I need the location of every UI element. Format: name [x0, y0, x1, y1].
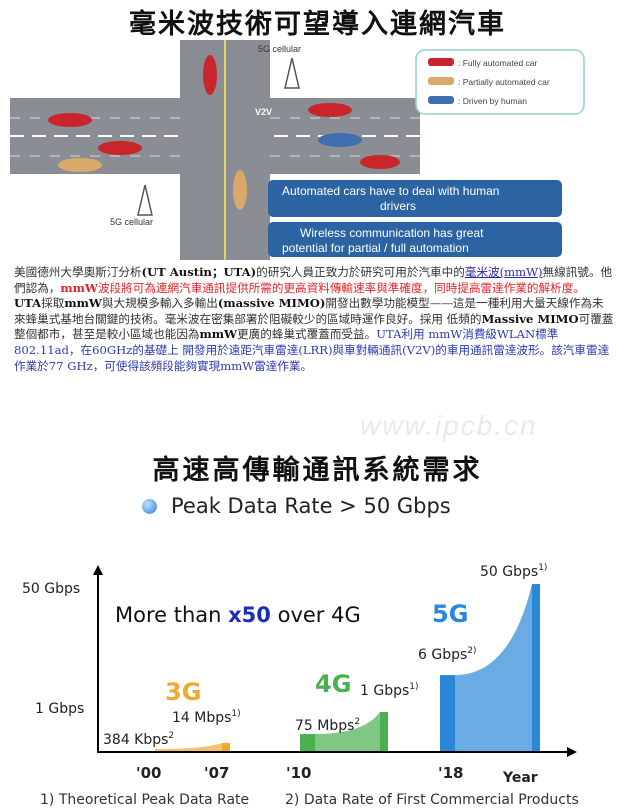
headline: More than x50 over 4G: [115, 603, 361, 627]
info-box-text: potential for partial / full automation: [282, 241, 469, 255]
generation-label: 5G: [432, 600, 468, 628]
article-text: 美國德州大學奧斯汀分析(UT Austin；UTA)的研究人員正致力於研究可用於…: [14, 265, 614, 374]
cell-tower-icon: [284, 57, 300, 89]
info-box-text: Wireless communication has great: [300, 226, 484, 240]
peak-data-rate-label: Peak Data Rate > 50 Gbps: [171, 494, 451, 518]
bar-4G-start: [300, 734, 315, 752]
series-3G: 3G 384 Kbps2 14 Mbps1): [103, 678, 241, 752]
data-label: 14 Mbps1): [172, 709, 241, 726]
bar-4G-peak: [380, 712, 388, 752]
legend-item: : Driven by human: [428, 96, 527, 106]
tower-label: 5G cellular: [258, 44, 301, 54]
info-box-text: Automated cars have to deal with human: [282, 184, 499, 198]
data-label: 384 Kbps2: [103, 731, 174, 748]
car-icon: [428, 77, 454, 85]
mmw-link[interactable]: 毫米波(mmW): [464, 265, 543, 279]
road-vertical: [180, 40, 270, 260]
x-tick: '00: [136, 764, 161, 782]
area-4G: [315, 712, 388, 752]
area-5G: [455, 584, 540, 752]
tower-label: 5G cellular: [110, 217, 153, 227]
generation-label: 3G: [165, 678, 201, 706]
data-label: 1 Gbps1): [360, 682, 419, 699]
x-tick: '18: [438, 764, 463, 782]
cell-tower-bottom: 5G cellular: [110, 184, 153, 227]
section-title: 高速高傳輸通訊系統需求: [152, 455, 483, 486]
peak-data-rate-heading: Peak Data Rate > 50 Gbps: [142, 494, 451, 518]
bar-5G-start: [440, 675, 455, 752]
watermark: www.ipcb.cn: [360, 410, 538, 441]
footnote-2: 2) Data Rate of First Commercial Product…: [285, 792, 579, 808]
legend-item: : Partially automated car: [428, 77, 550, 87]
bar-5G-peak: [532, 584, 540, 752]
bar-3G-peak: [222, 743, 230, 752]
info-box-wireless-communication: Wireless communication has great potenti…: [268, 222, 562, 257]
cell-tower-top: 5G cellular: [258, 44, 301, 89]
car-icon: [428, 58, 454, 66]
x-tick: '10: [286, 764, 311, 782]
y-tick-50gbps: 50 Gbps: [22, 581, 80, 597]
paragraph-1: 美國德州大學奧斯汀分析(UT Austin；UTA)的研究人員正致力於研究可用於…: [14, 265, 613, 295]
traffic-diagram: V2V 5G cellular 5G cellular : Fully auto…: [10, 40, 590, 260]
x-tick: '07: [204, 764, 229, 782]
cars: V2V: [48, 55, 400, 210]
v2v-label: V2V: [255, 107, 272, 117]
data-label: 75 Mbps2: [295, 717, 360, 734]
legend: : Fully automated car : Partially automat…: [415, 49, 585, 115]
data-label: 50 Gbps1): [480, 563, 547, 580]
area-3G: [155, 743, 230, 752]
footnote-1: 1) Theoretical Peak Data Rate: [40, 792, 249, 808]
car-icon: [428, 96, 454, 104]
series-5G: 5G 6 Gbps2) 50 Gbps1): [418, 563, 547, 752]
y-tick-1gbps: 1 Gbps: [35, 701, 84, 717]
bullet-icon: [142, 498, 157, 514]
paragraph-2: UTA採取mmW與大規模多輸入多輸出(massive MIMO)開發出數學功能模…: [14, 296, 614, 373]
info-box-human-drivers: Automated cars have to deal with human d…: [268, 180, 562, 217]
legend-label: : Fully automated car: [458, 58, 538, 68]
legend-label: : Driven by human: [458, 96, 527, 106]
page-title: 毫米波技術可望導入連網汽車: [129, 9, 506, 40]
cell-tower-icon: [137, 184, 153, 216]
generation-label: 4G: [315, 670, 351, 698]
series-4G: 4G 75 Mbps2 1 Gbps1): [295, 670, 419, 752]
legend-item: : Fully automated car: [428, 58, 538, 68]
x-axis-label: Year: [502, 770, 538, 786]
data-label: 6 Gbps2): [418, 646, 477, 663]
info-box-text: drivers: [380, 199, 416, 213]
legend-label: : Partially automated car: [458, 77, 550, 87]
